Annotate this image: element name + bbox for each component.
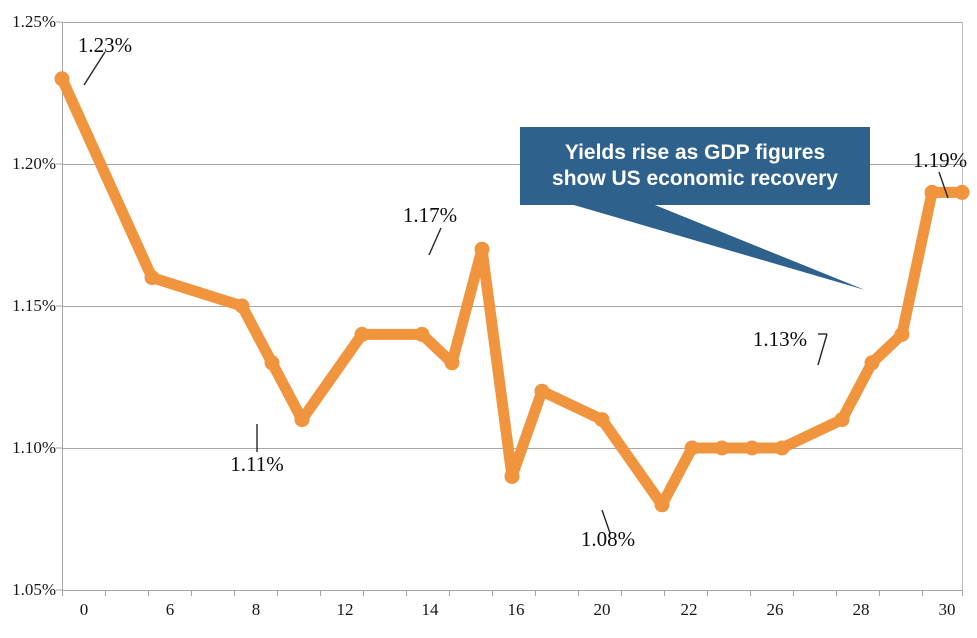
x-tick-label-6: 6 (165, 600, 175, 619)
x-tick-label-12: 12 (336, 600, 354, 619)
y-tick-label-120: 1.20% (12, 154, 56, 173)
y-axis-line (62, 22, 63, 590)
gridline-110 (62, 448, 963, 449)
y-tick-label-115: 1.15% (12, 296, 56, 315)
x-tick-mark-2 (148, 590, 149, 596)
x-tick-label-14: 14 (421, 600, 439, 619)
x-tick-mark-19 (879, 590, 880, 596)
gridline-125 (62, 22, 963, 23)
x-tick-mark-4 (234, 590, 235, 596)
x-tick-label-20: 20 (593, 600, 611, 619)
x-tick-mark-9 (449, 590, 450, 596)
x-tick-mark-7 (363, 590, 364, 596)
callout-annotation: Yields rise as GDP figures show US econo… (520, 127, 870, 205)
x-axis-line (62, 590, 963, 591)
x-tick-label-0: 0 (79, 600, 89, 619)
x-tick-mark-12 (578, 590, 579, 596)
y-tick-label-125: 1.25% (12, 12, 56, 31)
x-tick-mark-18 (836, 590, 837, 596)
x-tick-mark-14 (664, 590, 665, 596)
x-tick-label-22: 22 (680, 600, 698, 619)
y-axis-labels: 1.25% 1.20% 1.15% 1.10% 1.05% (0, 0, 56, 638)
x-tick-mark-0 (62, 590, 63, 596)
y-tick-label-110: 1.10% (12, 438, 56, 457)
x-tick-mark-13 (621, 590, 622, 596)
data-label-111: 1.11% (230, 452, 284, 476)
x-tick-mark-3 (191, 590, 192, 596)
x-tick-mark-20 (922, 590, 923, 596)
y-tick-mark-110 (56, 447, 62, 449)
x-tick-mark-6 (320, 590, 321, 596)
data-label-117: 1.17% (402, 203, 458, 227)
x-tick-label-16: 16 (507, 600, 525, 619)
x-tick-mark-21 (962, 590, 963, 596)
x-tick-label-8: 8 (251, 600, 261, 619)
x-tick-mark-8 (406, 590, 407, 596)
x-tick-label-28: 28 (852, 600, 870, 619)
x-tick-mark-1 (105, 590, 106, 596)
x-tick-mark-17 (793, 590, 794, 596)
y-tick-label-105: 1.05% (12, 580, 56, 599)
x-tick-mark-10 (492, 590, 493, 596)
x-tick-mark-5 (277, 590, 278, 596)
plot-right-edge (962, 22, 963, 590)
y-tick-mark-120 (56, 163, 62, 165)
y-tick-mark-105 (56, 589, 62, 591)
y-tick-mark-115 (56, 305, 62, 307)
x-tick-label-30: 30 (938, 600, 956, 619)
data-label-113: 1.13% (752, 327, 808, 351)
callout-tail (567, 203, 865, 290)
x-tick-mark-16 (750, 590, 751, 596)
x-tick-mark-15 (707, 590, 708, 596)
y-tick-mark-125 (56, 21, 62, 23)
callout-line-2: show US economic recovery (552, 167, 838, 190)
data-label-108: 1.08% (580, 527, 636, 551)
data-label-119: 1.19% (912, 148, 968, 172)
callout-line-1: Yields rise as GDP figures (564, 140, 826, 164)
x-tick-mark-11 (535, 590, 536, 596)
x-tick-label-26: 26 (766, 600, 784, 619)
data-label-123: 1.23% (77, 33, 133, 57)
